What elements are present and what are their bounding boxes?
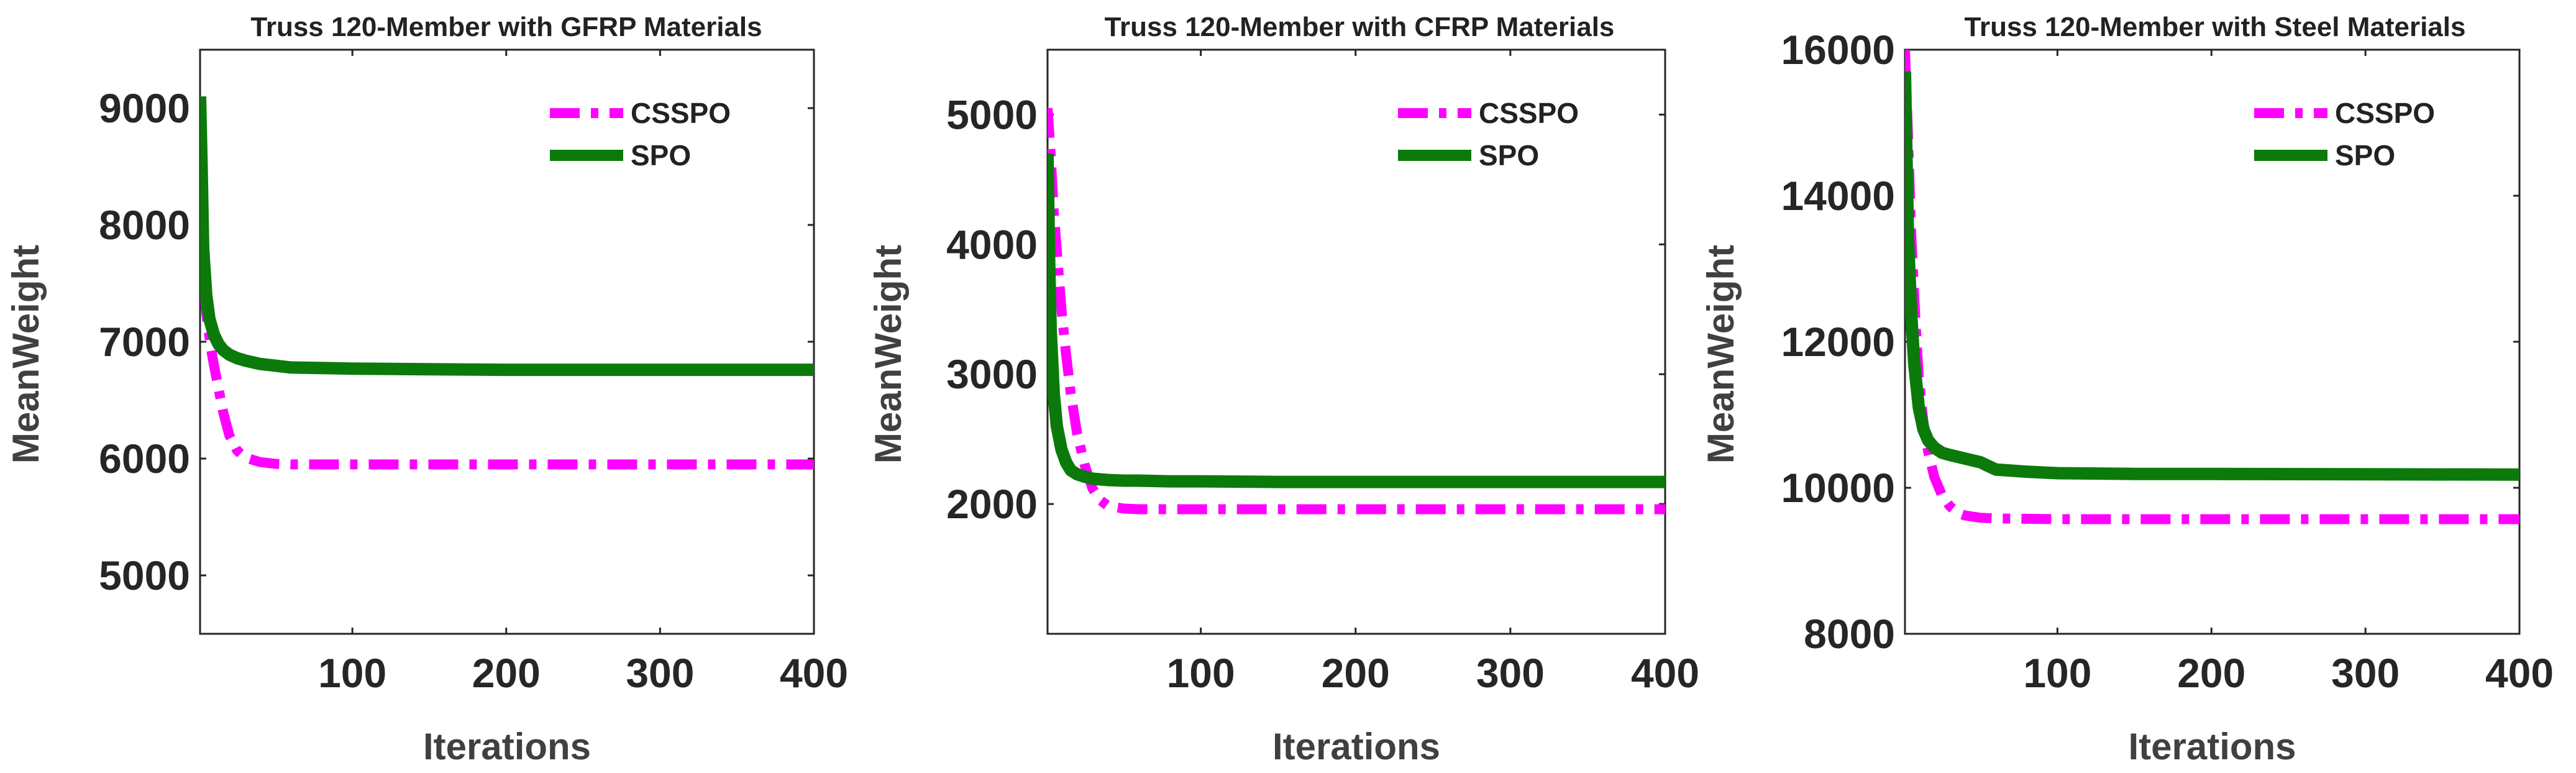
y-tick-label: 5000: [99, 552, 190, 598]
x-axis-label: Iterations: [423, 726, 591, 767]
plot-area: [1046, 48, 1666, 635]
x-tick-label: 400: [1631, 650, 1699, 696]
y-axis-label: MeanWeight: [1700, 245, 1742, 464]
chart-title: Truss 120-Member with GFRP Materials: [250, 12, 762, 42]
y-tick-label: 8000: [1804, 611, 1895, 657]
x-tick-label: 200: [472, 650, 541, 696]
y-tick-label: 12000: [1781, 319, 1895, 365]
legend-label-csspo: CSSPO: [1479, 97, 1579, 129]
x-tick-label: 300: [626, 650, 694, 696]
x-tick-label: 100: [1167, 650, 1235, 696]
series-line-csspo: [200, 172, 814, 470]
x-tick-label: 300: [1476, 650, 1545, 696]
chart-panel-2: Truss 120-Member with CFRP Materials 2000…: [867, 12, 1699, 767]
x-tick-label: 300: [2331, 650, 2400, 696]
legend-label-spo: SPO: [631, 139, 691, 172]
y-tick-label: 3000: [946, 351, 1038, 397]
series-line-spo: [200, 96, 814, 377]
x-tick-label: 400: [780, 650, 848, 696]
y-tick-label: 7000: [99, 319, 190, 365]
y-tick-label: 4000: [946, 221, 1038, 267]
y-tick-label: 9000: [99, 85, 190, 131]
legend-label-csspo: CSSPO: [631, 97, 731, 129]
y-tick-label: 2000: [946, 481, 1038, 527]
plot-area: [199, 48, 815, 635]
x-tick-label: 200: [1322, 650, 1390, 696]
x-tick-label: 100: [2023, 650, 2091, 696]
x-tick-label: 400: [2485, 650, 2554, 696]
legend-label-csspo: CSSPO: [2335, 97, 2435, 129]
legend-label-spo: SPO: [1479, 139, 1539, 172]
x-tick-label: 200: [2177, 650, 2245, 696]
y-axis-label: MeanWeight: [867, 245, 909, 464]
chart-panel-1: Truss 120-Member with GFRP Materials 5000…: [5, 12, 848, 767]
chart-title: Truss 120-Member with CFRP Materials: [1105, 12, 1615, 42]
y-tick-label: 6000: [99, 436, 190, 482]
y-tick-label: 16000: [1781, 27, 1895, 73]
x-axis-label: Iterations: [2128, 726, 2296, 767]
plot-area: [1904, 48, 2521, 635]
series-line-spo: [1905, 71, 2519, 481]
x-axis-label: Iterations: [1272, 726, 1440, 767]
y-axis-label: MeanWeight: [5, 245, 47, 464]
y-tick-label: 5000: [946, 91, 1038, 137]
series-line-csspo: [1048, 107, 1665, 515]
y-tick-label: 14000: [1781, 173, 1895, 219]
y-tick-label: 10000: [1781, 465, 1895, 511]
legend-label-spo: SPO: [2335, 139, 2395, 172]
y-tick-label: 8000: [99, 202, 190, 248]
series-line-spo: [1048, 153, 1665, 488]
x-tick-label: 100: [318, 650, 386, 696]
chart-panel-3: Truss 120-Member with Steel Materials 800…: [1700, 12, 2554, 767]
chart-title: Truss 120-Member with Steel Materials: [1965, 12, 2466, 42]
